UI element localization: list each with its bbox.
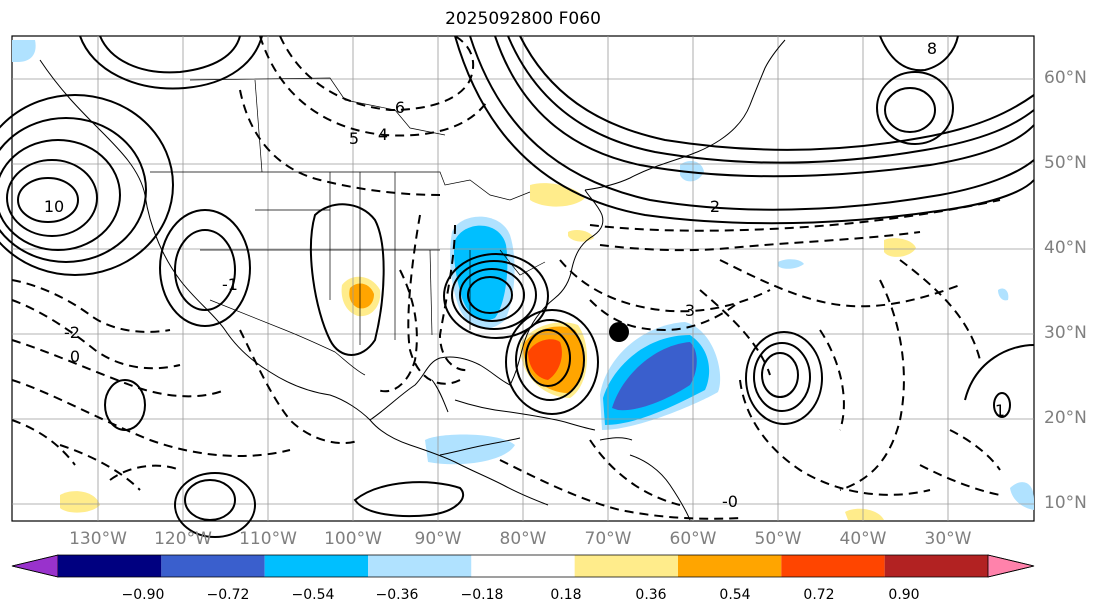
lon-label-70w: 70°W bbox=[584, 529, 632, 549]
colorbar-bin bbox=[781, 555, 885, 577]
colorbar bbox=[11, 554, 1035, 578]
lon-label-40w: 40°W bbox=[839, 529, 887, 549]
colorbar-tick-label: −0.18 bbox=[460, 587, 504, 603]
shade-red-inner bbox=[528, 339, 562, 380]
contour-label-2: 2 bbox=[710, 197, 720, 216]
colorbar-extend-low bbox=[11, 554, 59, 578]
shade-yellow-ne2 bbox=[568, 230, 594, 242]
contours-dashed bbox=[11, 35, 1001, 520]
colorbar-tick-label: 0.36 bbox=[635, 587, 667, 603]
borders bbox=[150, 77, 546, 376]
coastlines bbox=[39, 39, 786, 521]
shade-yellow-s bbox=[845, 508, 884, 520]
shade-orange-midwest-core bbox=[349, 283, 374, 309]
contour-label-10: 10 bbox=[44, 197, 64, 216]
contour-label-0: 0 bbox=[70, 347, 80, 366]
shade-blue-se bbox=[1010, 482, 1034, 510]
shade-blue-newf bbox=[680, 160, 704, 182]
contour-label-neg2: -2 bbox=[64, 323, 80, 342]
lat-label-10n: 10°N bbox=[1044, 493, 1087, 513]
lon-label-30w: 30°W bbox=[924, 529, 972, 549]
shade-blue-caribbean bbox=[425, 434, 515, 465]
lat-label-20n: 20°N bbox=[1044, 408, 1087, 428]
lon-label-130w: 130°W bbox=[69, 529, 127, 549]
lon-label-110w: 110°W bbox=[239, 529, 297, 549]
colorbar-bin bbox=[58, 555, 162, 577]
colorbar-outline bbox=[11, 554, 1035, 578]
contour-labels: 6 5 4 8 10 2 0 -2 -1 1 3 -0 bbox=[44, 39, 1005, 511]
shade-yellow-ne bbox=[530, 183, 585, 207]
colorbar-bin bbox=[264, 555, 368, 577]
colorbar-tick-label: 0.72 bbox=[803, 587, 835, 603]
lat-label-40n: 40°N bbox=[1044, 238, 1087, 258]
lon-label-50w: 50°W bbox=[754, 529, 802, 549]
lat-label-50n: 50°N bbox=[1044, 153, 1087, 173]
colorbar-bin bbox=[884, 555, 988, 577]
shade-blue-nw bbox=[12, 40, 36, 62]
lat-label-60n: 60°N bbox=[1044, 68, 1087, 88]
shade-blue-inner bbox=[612, 342, 697, 411]
shade-blue-atl-small2 bbox=[998, 288, 1009, 301]
colorbar-tick-label: −0.72 bbox=[206, 587, 250, 603]
shade-blue-atl-small bbox=[778, 259, 804, 269]
lon-label-120w: 120°W bbox=[154, 529, 212, 549]
lon-label-90w: 90°W bbox=[414, 529, 462, 549]
lon-label-60w: 60°W bbox=[669, 529, 717, 549]
colorbar-tick-label: 0.18 bbox=[550, 587, 582, 603]
contour-label-8: 8 bbox=[927, 39, 937, 58]
colorbar-tick-label: −0.36 bbox=[375, 587, 419, 603]
colorbar-bin bbox=[574, 555, 678, 577]
shade-yellow-atl bbox=[884, 238, 916, 257]
colorbar-tick-label: −0.54 bbox=[291, 587, 335, 603]
colorbar-tick-label: 0.90 bbox=[888, 587, 920, 603]
contour-label-4: 4 bbox=[378, 125, 388, 144]
colorbar-extend-high bbox=[987, 554, 1035, 578]
colorbar-tick-label: 0.54 bbox=[719, 587, 751, 603]
storm-center-marker bbox=[609, 322, 629, 342]
colorbar-bin bbox=[471, 555, 575, 577]
shade-yellow-sw bbox=[60, 491, 100, 513]
contour-label-3: 3 bbox=[685, 301, 695, 320]
contour-label-6: 6 bbox=[395, 98, 405, 117]
gridlines bbox=[12, 36, 1034, 521]
contour-label-5: 5 bbox=[349, 129, 359, 148]
colorbar-bin bbox=[678, 555, 782, 577]
lon-label-80w: 80°W bbox=[499, 529, 547, 549]
map-title: 2025092800 F060 bbox=[445, 9, 601, 29]
contour-label-neg1: -1 bbox=[222, 275, 238, 294]
lat-label-30n: 30°N bbox=[1044, 323, 1087, 343]
lon-label-100w: 100°W bbox=[324, 529, 382, 549]
contour-label-1: 1 bbox=[995, 401, 1005, 420]
colorbar-tick-label: −0.90 bbox=[121, 587, 165, 603]
colorbar-bin bbox=[161, 555, 265, 577]
contour-label-neg0: -0 bbox=[722, 492, 738, 511]
colorbar-bin bbox=[368, 555, 472, 577]
